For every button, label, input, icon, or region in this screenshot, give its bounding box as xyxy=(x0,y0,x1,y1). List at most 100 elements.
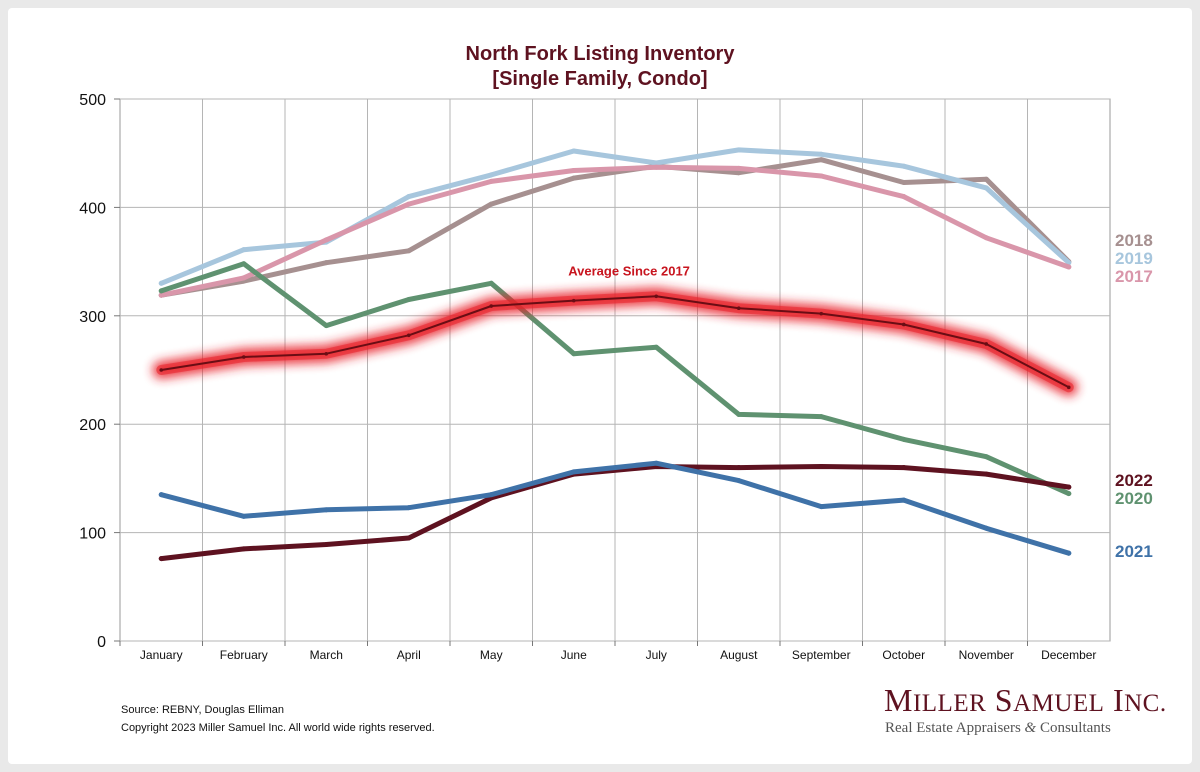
point-2021 xyxy=(736,478,742,484)
point-2017 xyxy=(983,235,989,241)
point-2021 xyxy=(571,469,577,475)
point-2020 xyxy=(323,323,329,329)
point-2022 xyxy=(736,465,742,471)
point-average xyxy=(159,368,164,372)
x-tick-label: February xyxy=(220,648,268,662)
point-average xyxy=(324,351,329,356)
point-2017 xyxy=(1066,264,1072,270)
x-tick-label: January xyxy=(140,648,183,662)
point-2021 xyxy=(1066,550,1072,556)
point-2021 xyxy=(653,460,659,466)
point-2018 xyxy=(736,170,742,176)
point-average xyxy=(406,333,411,338)
point-average xyxy=(241,355,246,359)
point-2017 xyxy=(158,292,164,298)
point-2017 xyxy=(571,168,577,174)
point-2017 xyxy=(818,173,824,179)
point-2018 xyxy=(323,260,329,266)
point-2017 xyxy=(901,194,907,200)
point-2018 xyxy=(818,157,824,163)
point-2018 xyxy=(406,248,412,254)
point-2021 xyxy=(406,505,412,511)
point-2019 xyxy=(901,163,907,169)
point-2019 xyxy=(158,280,164,286)
point-2022 xyxy=(1066,484,1072,490)
x-tick-label: July xyxy=(646,648,667,662)
point-2018 xyxy=(983,176,989,182)
legend-label-2022: 2022 xyxy=(1115,471,1153,490)
x-tick-label: June xyxy=(561,648,587,662)
y-tick-label: 400 xyxy=(79,200,106,217)
point-2020 xyxy=(901,436,907,442)
point-2022 xyxy=(323,542,329,548)
point-2022 xyxy=(158,556,164,562)
grid: 0 100 200 300 400 500 January February March Apri… xyxy=(79,92,1111,662)
legend-label-2020: 2020 xyxy=(1115,489,1153,508)
point-average xyxy=(819,311,824,316)
point-2020 xyxy=(488,280,494,286)
point-2021 xyxy=(241,513,247,519)
series-line-2017 xyxy=(158,164,1072,298)
x-tick-label: August xyxy=(720,648,758,662)
x-tick-label: May xyxy=(480,648,503,662)
point-2021 xyxy=(323,507,329,513)
brand-tagline: Real Estate Appraisers & Consultants xyxy=(885,720,1111,736)
point-2020 xyxy=(736,411,742,417)
point-average xyxy=(1066,385,1071,390)
point-2020 xyxy=(158,288,164,294)
x-tick-label: September xyxy=(792,648,851,662)
point-2021 xyxy=(901,497,907,503)
average-line xyxy=(160,295,1070,389)
x-tick-label: March xyxy=(310,648,343,662)
point-2017 xyxy=(653,164,659,170)
chart-title: North Fork Listing Inventory xyxy=(465,43,735,65)
chart-card xyxy=(8,8,1192,764)
point-2021 xyxy=(983,525,989,531)
point-2020 xyxy=(818,414,824,420)
y-tick-label: 100 xyxy=(79,526,106,543)
series-line-2021 xyxy=(158,460,1072,556)
point-2022 xyxy=(983,471,989,477)
legend-label-2021: 2021 xyxy=(1115,542,1153,561)
average-label: Average Since 2017 xyxy=(568,263,690,278)
source-note: Source: REBNY, Douglas Elliman xyxy=(121,704,285,716)
point-2019 xyxy=(983,185,989,191)
point-2021 xyxy=(818,504,824,510)
point-2018 xyxy=(571,175,577,181)
point-2018 xyxy=(901,179,907,185)
y-tick-label: 0 xyxy=(97,634,106,651)
point-average xyxy=(571,298,576,303)
x-tick-label: November xyxy=(959,648,1014,662)
point-2017 xyxy=(406,201,412,207)
point-2022 xyxy=(818,463,824,469)
point-2022 xyxy=(406,535,412,541)
point-2020 xyxy=(241,261,247,267)
point-2018 xyxy=(488,201,494,207)
x-tick-label: December xyxy=(1041,648,1096,662)
point-2019 xyxy=(488,172,494,178)
point-2021 xyxy=(158,492,164,498)
legend-label-2019: 2019 xyxy=(1115,249,1153,268)
y-tick-label: 500 xyxy=(79,92,106,109)
copyright-note: Copyright 2023 Miller Samuel Inc. All wo… xyxy=(121,722,435,734)
point-2017 xyxy=(488,178,494,184)
point-2020 xyxy=(406,297,412,303)
brand-logo: MILLER SAMUEL INC. xyxy=(884,682,1167,718)
point-2019 xyxy=(653,160,659,166)
x-tick-label: April xyxy=(397,648,421,662)
point-2021 xyxy=(488,492,494,498)
series-line-2019 xyxy=(158,147,1072,286)
legend-label-2017: 2017 xyxy=(1115,267,1153,286)
point-2019 xyxy=(571,148,577,154)
series-lines xyxy=(152,147,1078,562)
legend-label-2018: 2018 xyxy=(1115,231,1153,250)
point-2020 xyxy=(983,454,989,460)
x-tick-label: October xyxy=(882,648,925,662)
series-line-2022 xyxy=(158,464,1072,562)
point-2017 xyxy=(736,165,742,171)
point-2020 xyxy=(653,344,659,350)
series-line-2018 xyxy=(158,157,1072,298)
y-tick-label: 300 xyxy=(79,309,106,326)
y-tick-label: 200 xyxy=(79,417,106,434)
